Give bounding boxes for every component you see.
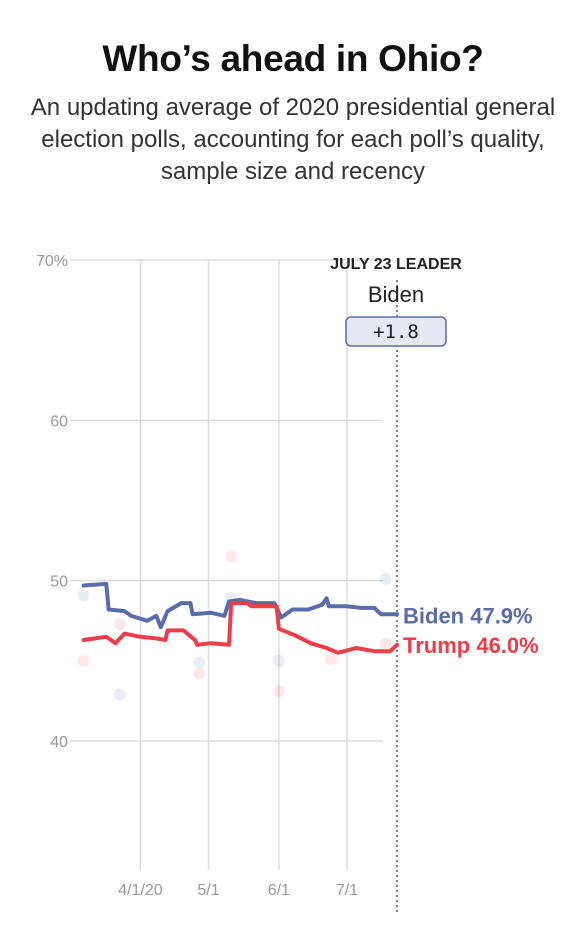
poll-dot [113, 688, 126, 701]
leader-margin: +1.8 [373, 321, 419, 343]
x-gridlines [139, 260, 348, 870]
end-label-biden: Biden 47.9% [403, 603, 533, 628]
x-tick-label: 6/1 [268, 882, 290, 899]
series-line-biden [81, 581, 399, 630]
y-tick-label: 60 [50, 413, 68, 430]
leader-name: Biden [368, 282, 424, 307]
poll-dot [225, 550, 238, 563]
poll-dot [77, 654, 90, 667]
end-labels: Biden 47.9% Trump 46.0% [403, 603, 539, 657]
poll-dot [77, 589, 90, 602]
x-axis-tick-labels: 4/1/20 5/1 6/1 7/1 [118, 882, 358, 899]
page-title: Who’s ahead in Ohio? [102, 38, 484, 79]
y-gridlines [70, 259, 383, 742]
poll-dot [272, 654, 285, 667]
leader-box: JULY 23 LEADER Biden +1.8 [330, 256, 462, 347]
x-tick-label: 7/1 [336, 882, 358, 899]
y-axis-tick-labels: 70% 60 50 40 [36, 253, 68, 751]
poll-dot [379, 637, 392, 650]
leader-margin-box [345, 316, 447, 347]
x-tick-label: 4/1/20 [118, 882, 163, 899]
y-tick-label: 70% [36, 253, 68, 270]
y-tick-label: 40 [50, 734, 68, 751]
page-subtitle: An updating average of 2020 presidential… [30, 94, 556, 185]
leader-heading: JULY 23 LEADER [330, 256, 462, 273]
x-tick-label: 5/1 [197, 882, 219, 899]
poll-dots [77, 550, 392, 701]
poll-dot [325, 653, 338, 666]
average-lines [81, 581, 399, 655]
poll-dot [272, 685, 285, 698]
series-line-trump [81, 601, 399, 655]
y-tick-label: 50 [50, 574, 68, 591]
poll-dot [113, 617, 126, 630]
end-label-trump: Trump 46.0% [403, 633, 539, 658]
poll-dot [193, 656, 206, 669]
poll-dot [193, 667, 206, 680]
poll-dot [379, 573, 392, 586]
